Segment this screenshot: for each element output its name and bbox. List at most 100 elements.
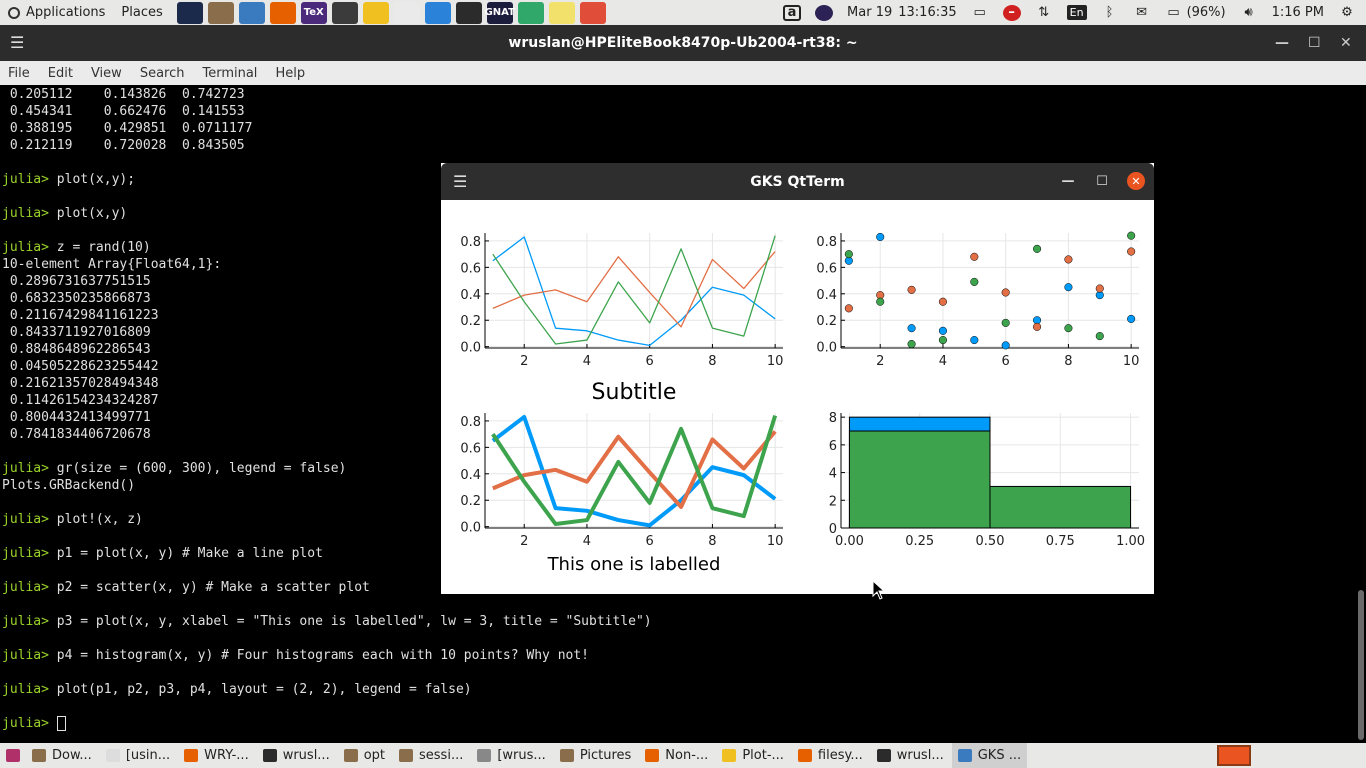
battery-indicator[interactable]: ▭ (96%) [1165, 5, 1225, 21]
y-tick-label: 0.6 [816, 261, 837, 276]
firefox-icon[interactable] [269, 1, 296, 24]
menu-terminal[interactable]: Terminal [202, 65, 258, 81]
power-gear-icon[interactable]: ⚙ [1341, 5, 1353, 20]
taskbar-item-label: Non-... [665, 748, 709, 763]
applications-label: Applications [26, 5, 106, 20]
docs-icon[interactable] [393, 1, 420, 24]
gks-maximize-icon[interactable]: ☐ [1096, 173, 1108, 189]
julia-prompt: julia> [2, 461, 49, 476]
taskbar-item[interactable]: [usin... [100, 743, 176, 768]
date-label: Mar 19 [847, 5, 893, 20]
applications-menu[interactable]: Applications [0, 0, 113, 25]
taskbar-item[interactable]: [wrus... [471, 743, 551, 768]
clock-label[interactable]: 1:16 PM [1271, 5, 1324, 20]
terminal-line: julia> p2 = scatter(x, y) # Make a scatt… [2, 579, 1356, 596]
eclipse-icon[interactable] [815, 4, 834, 21]
taskbar-item-label: wrusl... [896, 748, 944, 763]
taskbar-item[interactable]: Dow... [26, 743, 98, 768]
scatter-point [1064, 283, 1073, 292]
show-desktop-button[interactable] [0, 743, 26, 768]
taskbar-item[interactable]: wrusl... [257, 743, 336, 768]
x-axis-label: This one is labelled [547, 554, 721, 575]
terminal-text: 0.21167429841161223 [2, 308, 159, 323]
y-tick-label: 0.6 [460, 261, 481, 276]
histogram-bar [989, 485, 1132, 529]
no-entry-icon[interactable]: – [1002, 4, 1021, 21]
scatter-point [1064, 255, 1073, 264]
menu-view[interactable]: View [90, 65, 122, 81]
y-tick-label: 4 [829, 467, 837, 482]
gks-close-icon[interactable]: ✕ [1127, 172, 1145, 190]
gks-icon[interactable] [331, 1, 358, 24]
terminal-line: 0.454341 0.662476 0.141553 [2, 103, 1356, 120]
series-line-1 [492, 236, 776, 347]
taskbar-item-label: sessi... [419, 748, 464, 763]
menu-search[interactable]: Search [139, 65, 185, 81]
terminal-line: julia> plot!(x, z) [2, 511, 1356, 528]
file-manager-icon[interactable] [207, 1, 234, 24]
taskbar-item[interactable]: Plot-... [716, 743, 790, 768]
mail-icon[interactable]: ✉ [1136, 5, 1148, 20]
scatter-point [907, 324, 916, 333]
screenshot-icon[interactable] [238, 1, 265, 24]
taskbar-item[interactable]: opt [338, 743, 391, 768]
gnat-studio-icon[interactable]: GNAT [485, 1, 515, 24]
taskbar-item[interactable]: GKS ... [951, 743, 1028, 768]
taskbar-item[interactable]: Non-... [639, 743, 714, 768]
taskbar-item[interactable]: WRY-... [178, 743, 255, 768]
atom-icon[interactable] [517, 1, 544, 24]
taskbar-item-label: Pictures [579, 748, 632, 763]
battery-icon: ▭ [1167, 5, 1180, 20]
taskbar-item[interactable]: sessi... [393, 743, 469, 768]
x-tick-label: 0.75 [1046, 534, 1075, 549]
scatter-point [1127, 231, 1136, 240]
chart-panel-2: 2 4 6 8 10 0.0 0.2 0.4 0.6 0.8 [816, 231, 1139, 369]
bluetooth-icon[interactable]: ᛒ [1105, 5, 1114, 20]
gks-titlebar: ☰ GKS QtTerm — ☐ ✕ [441, 163, 1154, 200]
workspace-switcher[interactable] [1217, 745, 1251, 766]
terminal-icon[interactable] [455, 1, 482, 24]
network-arrows-icon[interactable]: ⇅ [1038, 5, 1050, 20]
desktop-icon [6, 749, 20, 762]
keyboard-layout-indicator[interactable]: En [1066, 5, 1087, 20]
system-monitor-icon[interactable] [176, 1, 203, 24]
terminal-text: 0.212119 0.720028 0.843505 [2, 138, 245, 153]
drive-icon[interactable]: ▭ [973, 5, 986, 20]
volume-icon[interactable]: 🔊︎ [1244, 5, 1253, 20]
terminal-line: 0.8433711927016809 [2, 324, 1356, 341]
terminal-menu-icon[interactable]: ☰ [10, 33, 25, 52]
menu-edit[interactable]: Edit [47, 65, 73, 81]
maximize-icon[interactable]: ☐ [1308, 35, 1321, 51]
chart-panel-3: 2 4 6 8 10 0.0 0.2 0.4 0.6 0.8 Subtitle This one is… [460, 380, 783, 575]
y-tick-label: 0.8 [460, 415, 481, 430]
x-tick-label: 4 [583, 534, 591, 549]
notes-icon[interactable] [548, 1, 575, 24]
close-icon[interactable]: ✕ [1340, 35, 1352, 51]
window-icon [957, 749, 972, 762]
git-icon[interactable] [579, 1, 606, 24]
julia-prompt: julia> [2, 512, 49, 527]
gks-minimize-icon[interactable]: — [1061, 173, 1075, 189]
menu-help[interactable]: Help [275, 65, 306, 81]
taskbar-item-label: wrusl... [282, 748, 330, 763]
gks-menu-icon[interactable]: ☰ [453, 172, 468, 191]
terminal-line: julia> plot(x,y); [2, 171, 1356, 188]
terminal-line: julia> z = rand(10) [2, 239, 1356, 256]
terminal-line: julia> plot(p1, p2, p3, p4, layout = (2,… [2, 681, 1356, 698]
text-editor-icon[interactable] [362, 1, 389, 24]
taskbar-item[interactable]: Pictures [554, 743, 637, 768]
taskbar-item[interactable]: filesy... [792, 743, 869, 768]
app-a-icon[interactable]: a [783, 4, 802, 21]
terminal-scrollbar[interactable] [1358, 590, 1364, 740]
terminal-title: wruslan@HPEliteBook8470p-Ub2004-rt38: ~ [508, 35, 858, 51]
window-icon [399, 749, 414, 762]
minimize-icon[interactable]: — [1275, 35, 1289, 51]
terminal-text: 0.04505228623255442 [2, 359, 159, 374]
scatter-point [844, 304, 853, 313]
texstudio-icon[interactable]: TeX [300, 1, 327, 24]
menu-file[interactable]: File [8, 65, 30, 81]
tasks-icon[interactable] [424, 1, 451, 24]
y-tick-label: 2 [829, 494, 837, 509]
taskbar-item[interactable]: wrusl... [871, 743, 950, 768]
places-menu[interactable]: Places [113, 0, 170, 25]
